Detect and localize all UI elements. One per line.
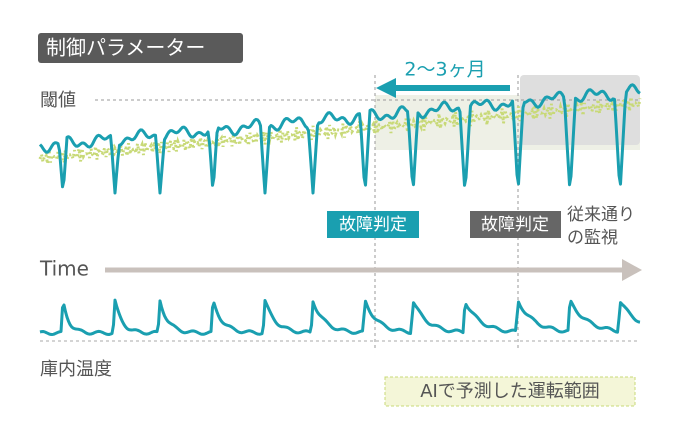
conventional-label-2: の監視: [567, 228, 618, 248]
time-arrowhead: [622, 259, 642, 281]
ai-range-label: AIで予測した運転範囲: [420, 381, 600, 402]
temperature-wave: [39, 298, 641, 336]
title: 制御パラメーター: [46, 36, 205, 60]
ai-range-box: [384, 376, 636, 407]
lead-time-label: 2～3ヶ月: [404, 59, 485, 81]
conventional-label-1: 従来通り: [567, 205, 635, 225]
ai-fault-label: 故障判定: [339, 215, 407, 235]
temperature-label: 庫内温度: [40, 359, 112, 380]
conventional-fault-label: 故障判定: [481, 215, 549, 235]
threshold-label: 閾値: [40, 90, 76, 111]
title-box: [38, 33, 243, 63]
time-label: Time: [39, 257, 89, 281]
raw-signal: [38, 96, 642, 166]
ai-fault-box: [327, 211, 419, 238]
conventional-fault-box: [470, 211, 561, 238]
parameter-wave: [38, 83, 641, 195]
lead-time-arrowhead: [376, 78, 396, 98]
